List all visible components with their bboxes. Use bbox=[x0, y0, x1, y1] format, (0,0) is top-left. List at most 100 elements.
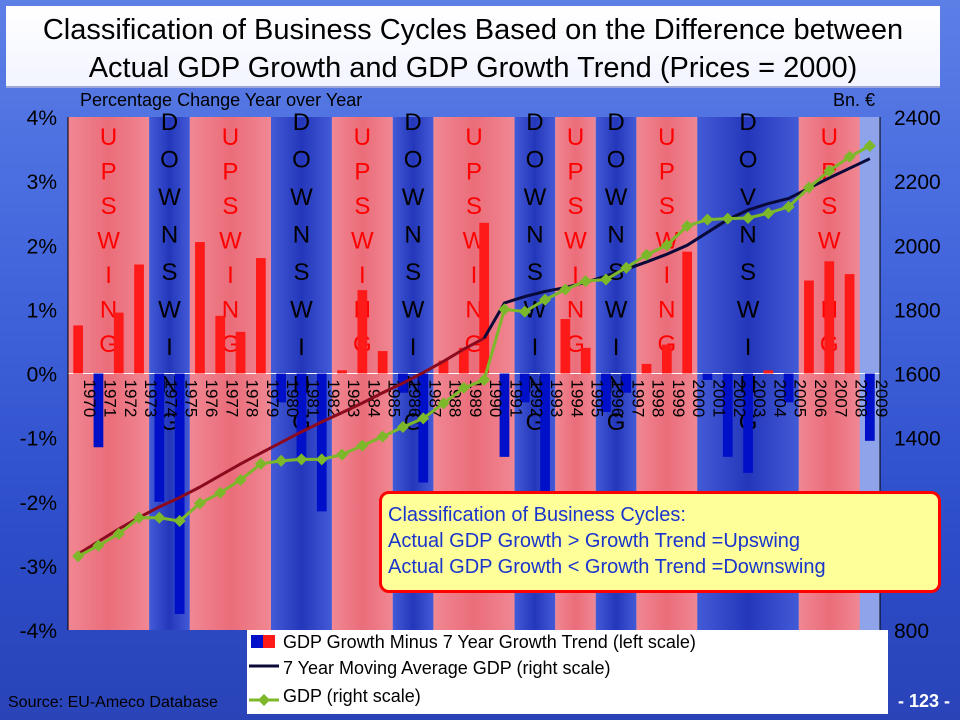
bar-1978 bbox=[235, 331, 246, 374]
year-label-1976: 1976 bbox=[202, 380, 221, 418]
cycle-label-letter: S bbox=[740, 259, 756, 286]
cycle-label-letter: N bbox=[161, 222, 178, 249]
cycle-label-letter: D bbox=[526, 109, 543, 136]
cycle-label-letter: U bbox=[465, 124, 482, 151]
right-tick-label: 1600 bbox=[894, 364, 941, 387]
cycle-label-letter: O bbox=[607, 147, 626, 174]
bar-1982 bbox=[316, 373, 327, 512]
gdp-marker-1990 bbox=[478, 373, 491, 386]
legend: GDP Growth Minus 7 Year Growth Trend (le… bbox=[247, 630, 888, 714]
classification-line-3: Actual GDP Growth < Growth Trend =Downsw… bbox=[388, 556, 826, 578]
cycle-label-letter: W bbox=[402, 297, 425, 324]
year-label-2003: 2003 bbox=[750, 380, 769, 418]
cycle-label-letter: S bbox=[293, 259, 309, 286]
gdp-marker-2005 bbox=[782, 200, 795, 213]
cycle-label-letter: W bbox=[605, 184, 628, 211]
year-label-2001: 2001 bbox=[709, 380, 728, 418]
cycle-label-letter: G bbox=[607, 409, 626, 436]
year-label-1974: 1974 bbox=[161, 380, 180, 418]
bar-1985 bbox=[377, 351, 388, 374]
bar-1975 bbox=[174, 373, 185, 614]
bar-1980 bbox=[276, 373, 287, 403]
gdp-marker-2004 bbox=[762, 207, 775, 220]
cycle-label-letter: I bbox=[745, 334, 752, 361]
cycle-label-letter: N bbox=[293, 222, 310, 249]
year-label-1982: 1982 bbox=[324, 380, 343, 418]
bar-1981 bbox=[296, 373, 307, 457]
gdp-marker-1975 bbox=[173, 514, 186, 527]
cycle-label-letter: I bbox=[532, 334, 539, 361]
trend-line-early bbox=[77, 336, 485, 556]
cycle-label-letter: S bbox=[567, 193, 583, 220]
cycle-label-letter: S bbox=[222, 193, 238, 220]
bar-2000 bbox=[682, 251, 693, 374]
cycle-label-letter: U bbox=[821, 124, 838, 151]
cycle-label-letter: G bbox=[566, 331, 585, 358]
cycle-label-letter: W bbox=[158, 184, 181, 211]
cycle-label-letter: P bbox=[466, 159, 482, 186]
year-label-1990: 1990 bbox=[486, 380, 505, 418]
bar-1993 bbox=[540, 373, 550, 493]
year-label-2002: 2002 bbox=[730, 380, 749, 418]
cycle-label-letter: N bbox=[607, 222, 624, 249]
bar-2008 bbox=[844, 274, 855, 374]
cycle-label-letter: N bbox=[404, 222, 421, 249]
right-tick-label: 2200 bbox=[894, 171, 941, 194]
bar-2009 bbox=[864, 373, 875, 441]
bar-1998 bbox=[641, 363, 652, 374]
bar-1992 bbox=[519, 373, 530, 403]
legend-bar-symbol-blue bbox=[251, 635, 263, 648]
cycle-label-letter: I bbox=[298, 334, 305, 361]
bar-1984 bbox=[357, 290, 368, 374]
right-axis-title: Bn. € bbox=[833, 90, 876, 110]
gdp-marker-1987 bbox=[417, 412, 430, 425]
year-label-1971: 1971 bbox=[100, 380, 119, 418]
cycle-label-letter: P bbox=[354, 159, 370, 186]
title-line-1: Classification of Business Cycles Based … bbox=[42, 14, 904, 46]
gdp-marker-1989 bbox=[457, 381, 470, 394]
cycle-label-letter: D bbox=[293, 109, 310, 136]
cycle-label-letter: N bbox=[567, 297, 584, 324]
year-label-1997: 1997 bbox=[628, 380, 647, 418]
bar-1971 bbox=[93, 373, 104, 448]
cycle-label-letter: N bbox=[607, 372, 624, 399]
bar-1979 bbox=[255, 258, 266, 374]
year-label-1994: 1994 bbox=[567, 380, 586, 418]
cycle-label-letter: W bbox=[97, 228, 120, 255]
cycle-label-letter: S bbox=[161, 259, 177, 286]
year-label-2008: 2008 bbox=[852, 380, 871, 418]
gdp-marker-1978 bbox=[234, 473, 247, 486]
legend-bar-symbol-red bbox=[263, 635, 275, 648]
gdp-marker-1980 bbox=[275, 454, 288, 467]
cycle-label-letter: O bbox=[160, 147, 179, 174]
year-label-2004: 2004 bbox=[770, 380, 789, 418]
legend-symbols bbox=[249, 635, 279, 706]
gdp-marker-1971 bbox=[92, 539, 105, 552]
year-label-1981: 1981 bbox=[303, 380, 322, 418]
cycle-label-letter: O bbox=[292, 147, 311, 174]
cycle-label-letter: N bbox=[739, 222, 756, 249]
cycle-label-letter: I bbox=[572, 262, 579, 289]
cycle-label-letter: W bbox=[524, 184, 547, 211]
gdp-marker-1976 bbox=[193, 497, 206, 510]
cycle-label-letter: O bbox=[404, 147, 423, 174]
cycle-label-letter: I bbox=[359, 262, 366, 289]
cycle-label-letter: I bbox=[105, 262, 112, 289]
cycle-label-letter: I bbox=[410, 334, 417, 361]
gdp-marker-1972 bbox=[112, 527, 125, 540]
legend-bars-label: GDP Growth Minus 7 Year Growth Trend (le… bbox=[283, 632, 696, 652]
year-label-2000: 2000 bbox=[689, 380, 708, 418]
year-label-1979: 1979 bbox=[263, 380, 282, 418]
cycle-label-letter: P bbox=[659, 159, 675, 186]
bar-1983 bbox=[337, 370, 347, 374]
gdp-marker-2000 bbox=[681, 220, 694, 233]
cycle-label-letter: N bbox=[404, 372, 421, 399]
cycle-label-letter: W bbox=[219, 228, 242, 255]
year-label-1996: 1996 bbox=[608, 380, 627, 418]
gdp-marker-1982 bbox=[315, 453, 328, 466]
year-label-2005: 2005 bbox=[791, 380, 810, 418]
gdp-marker-1991 bbox=[498, 303, 511, 316]
left-tick-label: -1% bbox=[20, 428, 57, 451]
